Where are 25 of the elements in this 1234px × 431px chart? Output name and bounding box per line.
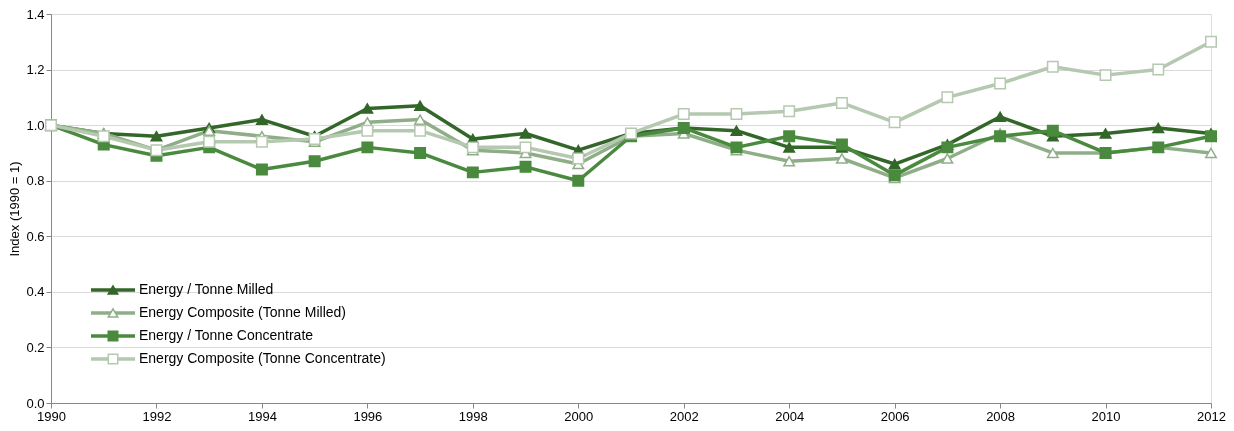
legend-label: Energy Composite (Tonne Concentrate) bbox=[139, 350, 386, 366]
y-axis-title: Index (1990 = 1) bbox=[7, 161, 23, 257]
legend-label: Energy / Tonne Concentrate bbox=[139, 327, 314, 343]
x-tick-label: 1992 bbox=[142, 408, 172, 424]
y-tick-label: 1.4 bbox=[26, 6, 45, 22]
legend-label: Energy / Tonne Milled bbox=[139, 281, 274, 297]
x-tick-label: 2004 bbox=[775, 408, 805, 424]
y-tick-label: 1.0 bbox=[26, 117, 45, 133]
legend-label: Energy Composite (Tonne Milled) bbox=[139, 304, 346, 320]
x-tick-label: 2012 bbox=[1197, 408, 1226, 424]
y-tick-label: 0.2 bbox=[26, 339, 45, 355]
y-tick-label: 0.8 bbox=[26, 173, 45, 189]
y-tick-label: 1.2 bbox=[26, 62, 45, 78]
x-tick-label: 2002 bbox=[669, 408, 699, 424]
x-tick-label: 2000 bbox=[564, 408, 594, 424]
y-tick-label: 0.4 bbox=[26, 284, 45, 300]
y-tick-label: 0.6 bbox=[26, 228, 45, 244]
x-tick-label: 2010 bbox=[1091, 408, 1121, 424]
x-tick-label: 1998 bbox=[458, 408, 488, 424]
x-tick-label: 2008 bbox=[986, 408, 1016, 424]
x-tick-label: 2006 bbox=[880, 408, 910, 424]
y-tick-label: 0.0 bbox=[26, 395, 45, 411]
x-tick-label: 1994 bbox=[247, 408, 277, 424]
x-tick-label: 1990 bbox=[37, 408, 66, 424]
x-tick-label: 1996 bbox=[353, 408, 383, 424]
